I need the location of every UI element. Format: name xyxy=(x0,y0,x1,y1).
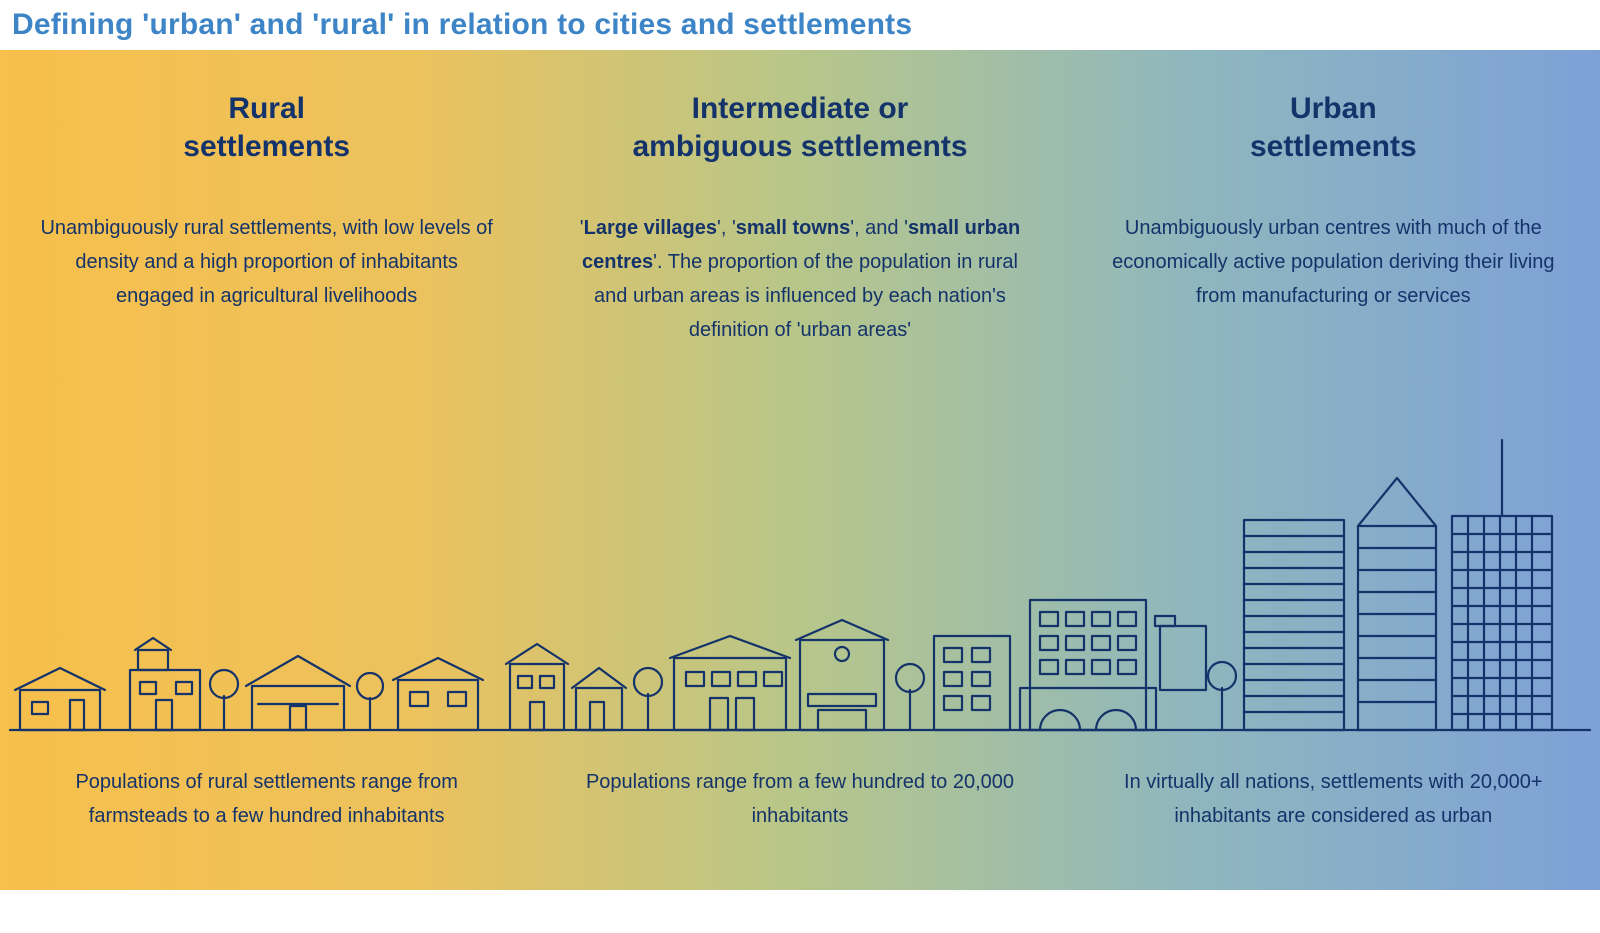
heading-line: Rural xyxy=(228,92,305,125)
gradient-panel: Rural settlements Unambiguously rural se… xyxy=(0,50,1600,890)
text: ', and ' xyxy=(850,217,908,239)
heading-line: settlements xyxy=(183,130,350,163)
heading-line: Urban xyxy=(1290,92,1377,125)
footer-row: Populations of rural settlements range f… xyxy=(0,725,1600,890)
heading-line: settlements xyxy=(1250,130,1417,163)
heading-intermediate: Intermediate or ambiguous settlements xyxy=(573,90,1026,165)
heading-rural: Rural settlements xyxy=(40,90,493,165)
page-title: Defining 'urban' and 'rural' in relation… xyxy=(12,8,912,42)
description-rural: Unambiguously rural settlements, with lo… xyxy=(40,211,493,313)
footer-urban: In virtually all nations, settlements wi… xyxy=(1067,725,1600,890)
heading-line: ambiguous settlements xyxy=(632,130,967,163)
description-intermediate: 'Large villages', 'small towns', and 'sm… xyxy=(573,211,1026,347)
description-urban: Unambiguously urban centres with much of… xyxy=(1107,211,1560,313)
bold-term: Large villages xyxy=(584,217,717,239)
text: ', ' xyxy=(717,217,736,239)
footer-rural: Populations of rural settlements range f… xyxy=(0,725,533,890)
heading-line: Intermediate or xyxy=(692,92,909,125)
heading-urban: Urban settlements xyxy=(1107,90,1560,165)
bold-term: small towns xyxy=(736,217,850,239)
text: '. The proportion of the population in r… xyxy=(594,251,1018,341)
settlement-illustration xyxy=(0,430,1600,740)
footer-intermediate: Populations range from a few hundred to … xyxy=(533,725,1066,890)
